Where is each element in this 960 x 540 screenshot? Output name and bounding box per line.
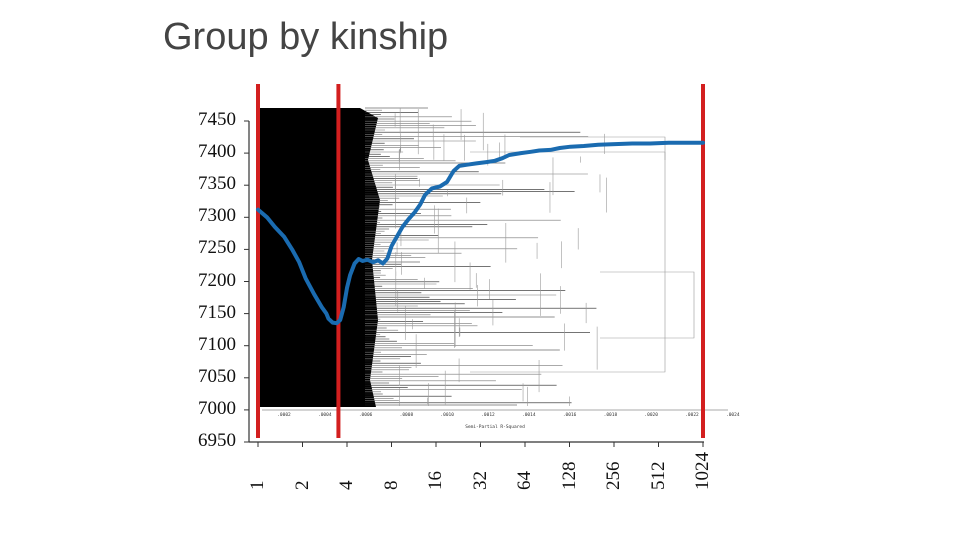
dendrogram-background: .0002 .0004 .0006 .0008 .0010 .0012 .0014 .0016…: [260, 107, 740, 430]
dendrogram-tick-label: .0024: [726, 412, 740, 418]
y-tick-label: 7450: [198, 109, 236, 130]
dendrogram-tick-label: .0002: [277, 412, 291, 418]
y-tick-label: 7250: [198, 237, 236, 259]
y-tick-label: 7150: [198, 301, 236, 323]
y-tick-label: 7000: [198, 397, 236, 419]
y-tick-label: 6950: [198, 430, 236, 451]
dendrogram-tick-label: .0018: [604, 412, 618, 418]
series-group: [256, 140, 705, 326]
dendrogram-tick-label: .0020: [644, 412, 658, 418]
dendrogram-lines: [365, 107, 695, 406]
slide-title: Group by kinship: [163, 16, 449, 58]
dendrogram-tick-label: .0016: [563, 412, 577, 418]
y-tick-label: 7100: [198, 333, 236, 355]
y-tick-label: 7350: [198, 173, 236, 195]
y-tick-label: 7050: [198, 365, 236, 387]
dendrogram-tick-label: .0008: [400, 412, 414, 418]
dendrogram-tick-label: .0012: [481, 412, 495, 418]
dendrogram-tick-label: .0004: [318, 412, 332, 418]
axes: [244, 120, 704, 447]
dendrogram-axis-label: Semi-Partial R-Squared: [465, 424, 525, 430]
series-line: [256, 140, 705, 326]
y-tick-label: 7300: [198, 205, 236, 227]
y-tick-label: 7200: [198, 269, 236, 291]
y-tick-label: 7400: [198, 141, 236, 163]
dendrogram-tick-label: .0014: [522, 412, 536, 418]
dendrogram-dense-region: [260, 108, 380, 407]
dendrogram-tick-label: .0022: [685, 412, 699, 418]
dendrogram-tick-label: .0010: [440, 412, 454, 418]
dendrogram-tick-label: .0006: [359, 412, 373, 418]
